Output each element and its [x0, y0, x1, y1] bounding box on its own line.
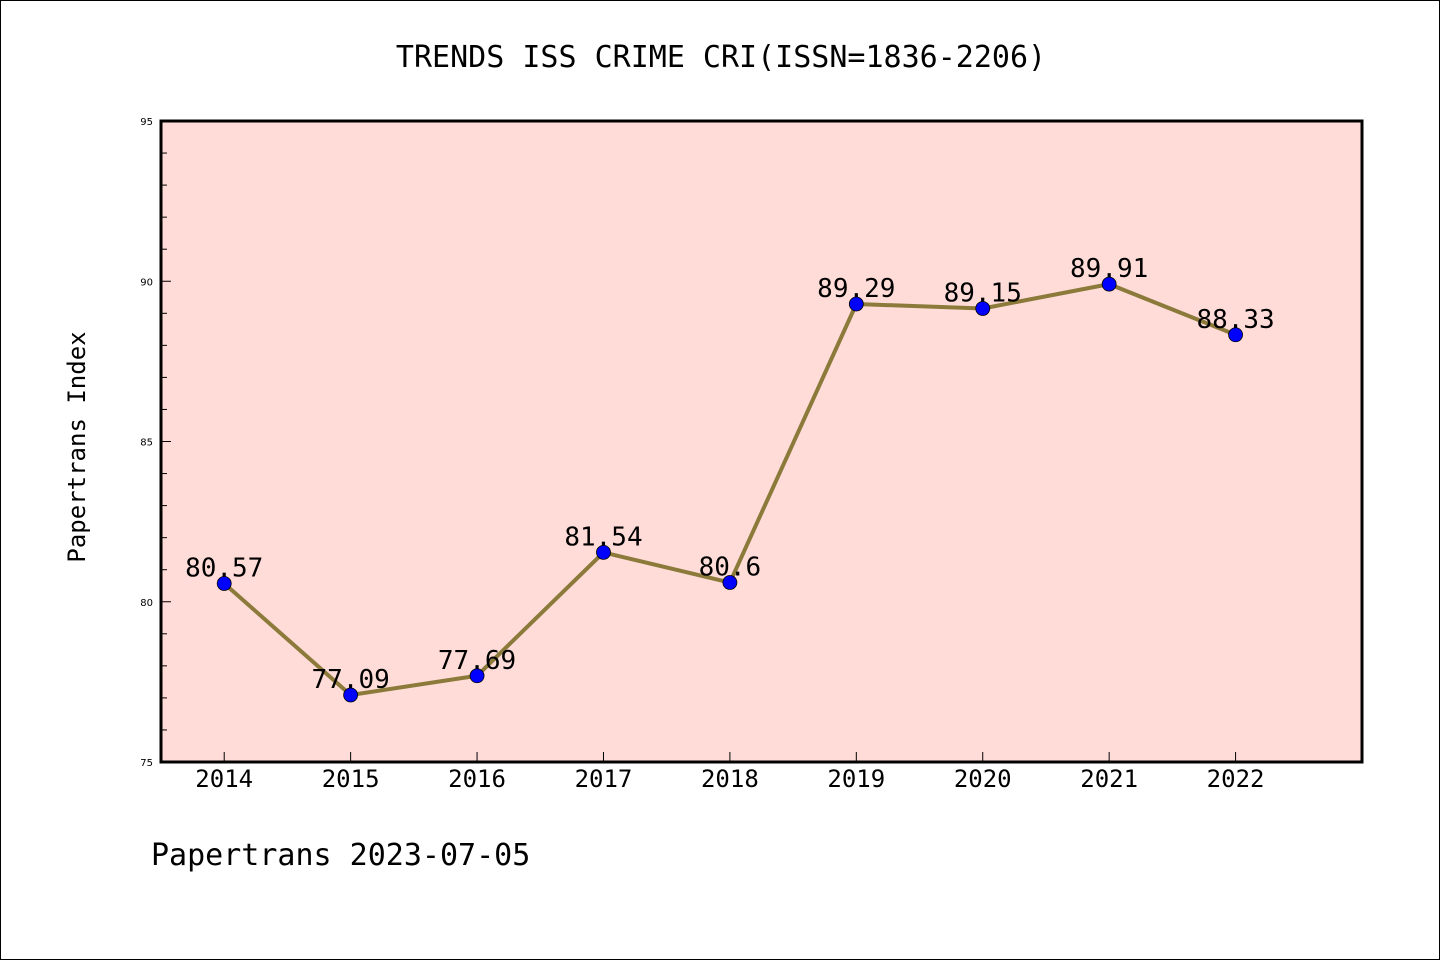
x-tick-label: 2019 — [827, 765, 885, 793]
data-point — [722, 575, 738, 590]
data-label: 80.57 — [185, 553, 263, 583]
y-tick-label: 85 — [140, 438, 153, 449]
data-point — [1228, 327, 1243, 343]
data-point — [596, 544, 611, 560]
data-label: 89.29 — [817, 274, 895, 304]
data-point — [975, 301, 991, 316]
y-tick-label: 75 — [140, 758, 153, 769]
x-axis-ticks: 2014 2015 2016 2017 2018 2019 2020 2021 2022 — [195, 752, 1264, 793]
x-tick-label: 2021 — [1080, 765, 1138, 793]
y-axis-label: Papertrans Index — [63, 331, 91, 562]
x-tick-label: 2018 — [701, 765, 759, 793]
x-tick-label: 2014 — [195, 765, 253, 793]
data-point — [343, 687, 359, 703]
y-tick-label: 95 — [140, 117, 153, 128]
data-label: 81.54 — [564, 522, 642, 552]
data-labels: 80.57 77.09 77.69 81.54 80.6 89.29 89.15 89.91 8… — [185, 254, 1275, 695]
y-tick-label: 90 — [140, 277, 153, 288]
data-label: 88.33 — [1196, 305, 1274, 335]
x-tick-label: 2016 — [448, 765, 506, 793]
x-tick-label: 2020 — [954, 765, 1012, 793]
data-label: 77.09 — [311, 665, 389, 695]
x-tick-label: 2022 — [1207, 765, 1265, 793]
data-label: 77.69 — [438, 646, 516, 676]
data-markers — [216, 276, 1243, 703]
data-point — [216, 576, 232, 591]
x-tick-label: 2015 — [322, 765, 380, 793]
data-point — [848, 296, 864, 312]
y-tick-label: 80 — [140, 598, 153, 609]
data-label: 80.6 — [699, 553, 762, 583]
plot-area — [161, 121, 1362, 762]
footer-text: Papertrans 2023-07-05 — [151, 838, 530, 873]
plot-border — [159, 119, 1364, 764]
data-label: 89.91 — [1070, 254, 1148, 284]
data-point — [1101, 276, 1117, 292]
x-tick-label: 2017 — [575, 765, 633, 793]
data-label: 89.15 — [944, 278, 1022, 308]
data-point — [469, 668, 485, 684]
chart-title: TRENDS ISS CRIME CRI(ISSN=1836-2206) — [396, 40, 1046, 75]
